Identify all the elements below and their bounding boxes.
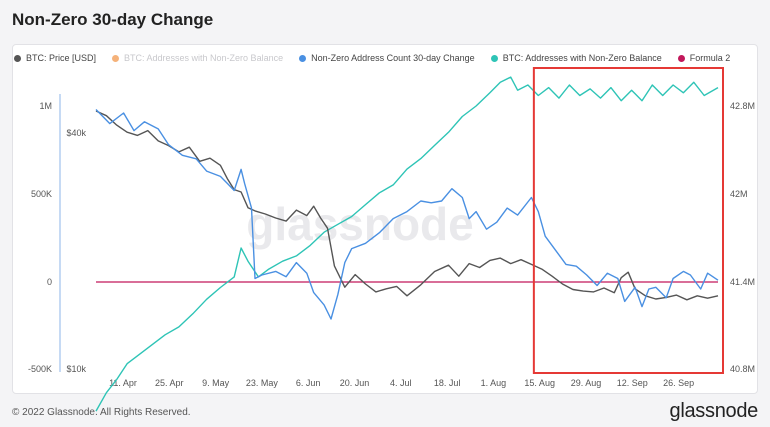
brand-logo: glassnode — [669, 400, 759, 422]
y-right-tick-label: 41.4M — [730, 277, 755, 287]
copyright-footer: © 2022 Glassnode. All Rights Reserved. — [12, 407, 191, 418]
x-tick-label: 25. Apr — [155, 378, 184, 388]
highlight-box — [532, 67, 724, 374]
y-right-tick-label: 42M — [730, 189, 748, 199]
x-tick-label: 18. Jul — [434, 378, 461, 388]
chart-card — [12, 44, 758, 394]
y-price-tick-label: $10k — [66, 364, 86, 374]
legend-label: Formula 2 — [689, 53, 731, 63]
x-tick-label: 23. May — [246, 378, 279, 388]
x-tick-label: 12. Sep — [617, 378, 648, 388]
x-tick-label: 11. Apr — [109, 378, 137, 388]
y-right-tick-label: 42.8M — [730, 101, 755, 111]
x-tick-label: 20. Jun — [340, 378, 370, 388]
legend-dot-icon — [14, 54, 21, 62]
legend-label: BTC: Addresses with Non-Zero Balance — [124, 53, 284, 63]
y-left-tick-label: -500K — [28, 364, 52, 374]
y-price-tick-label: $40k — [66, 128, 86, 138]
y-left-tick-label: 500K — [31, 189, 52, 199]
y-right-ticks: 42.8M 42M 41.4M 40.8M — [730, 101, 755, 374]
y-price-ticks: $40k $10k — [66, 128, 86, 374]
x-tick-label: 29. Aug — [571, 378, 602, 388]
legend-item-addresses-teal[interactable]: BTC: Addresses with Non-Zero Balance — [490, 53, 662, 63]
series-line-btc-addresses-with-non-zero-balance — [95, 76, 719, 412]
legend-dot-icon — [677, 54, 685, 62]
legend-item-btc-price[interactable]: BTC: Price [USD] — [14, 53, 96, 63]
y-left-tick-label: 1M — [39, 101, 52, 111]
y-right-tick-label: 40.8M — [730, 364, 755, 374]
x-ticks: 11. Apr 25. Apr 9. May 23. May 6. Jun 20. Jun… — [109, 378, 694, 388]
y-left-ticks: 1M 500K 0 -500K — [28, 101, 52, 374]
legend-dot-icon — [490, 54, 498, 62]
x-tick-label: 4. Jul — [390, 378, 412, 388]
legend-label: Non-Zero Address Count 30-day Change — [311, 53, 475, 63]
x-tick-label: 15. Aug — [524, 378, 555, 388]
x-tick-label: 9. May — [202, 378, 230, 388]
x-tick-label: 26. Sep — [663, 378, 694, 388]
legend-item-formula-2[interactable]: Formula 2 — [677, 53, 731, 63]
legend-label: BTC: Price [USD] — [26, 53, 97, 63]
series-layer — [95, 76, 719, 412]
page-title: Non-Zero 30-day Change — [12, 10, 214, 29]
watermark: glassnode — [246, 198, 474, 250]
series-line-non-zero-address-count-30-day-change — [95, 109, 719, 320]
chart-legend: BTC: Price [USD] BTC: Addresses with Non… — [14, 53, 730, 63]
legend-label: BTC: Addresses with Non-Zero Balance — [502, 53, 662, 63]
y-left-tick-label: 0 — [47, 277, 52, 287]
legend-dot-icon — [112, 54, 120, 62]
legend-item-addresses-orange[interactable]: BTC: Addresses with Non-Zero Balance — [112, 53, 283, 63]
legend-dot-icon — [299, 54, 307, 62]
series-line-btc-price-usd — [95, 110, 719, 301]
x-tick-label: 6. Jun — [296, 378, 321, 388]
x-tick-label: 1. Aug — [481, 378, 507, 388]
legend-item-30day-change[interactable]: Non-Zero Address Count 30-day Change — [299, 53, 475, 63]
